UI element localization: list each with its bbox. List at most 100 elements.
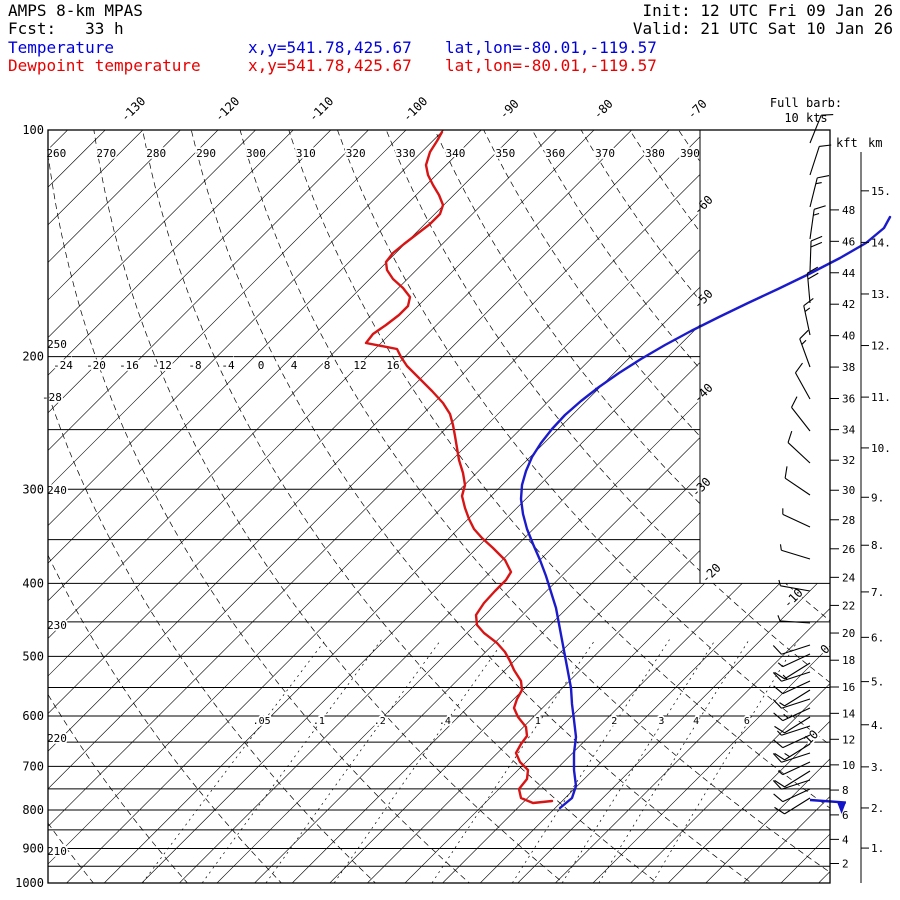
kft-tick-label: 10 (842, 759, 855, 772)
wind-barb (772, 698, 811, 709)
pressure-tick-label: 500 (22, 649, 44, 663)
mixing-ratio-label: 3 (658, 716, 664, 727)
wind-barb (774, 743, 811, 761)
init-time: Init: 12 UTC Fri 09 Jan 26 (642, 1, 893, 20)
kft-tick-label: 14 (842, 707, 856, 720)
theta-label: 270 (96, 147, 116, 160)
isotherm-line (48, 130, 520, 883)
theta-label: 280 (146, 147, 166, 160)
km-tick-label: 6. (871, 631, 884, 644)
theta-label: 370 (595, 147, 615, 160)
kft-tick-label: 6 (842, 809, 849, 822)
isotherm-label: -28 (42, 391, 62, 404)
isotherm-line (48, 130, 482, 883)
dry-adiabat-line (48, 130, 393, 883)
mixing-ratio-label: .05 (253, 716, 271, 727)
wind-barb (773, 788, 811, 803)
temp-scale-label: -20 (86, 359, 106, 372)
full-barb-legend-value: 10 kts (784, 111, 827, 125)
height-scales: kft km24681012141618202224262830323436384… (770, 96, 891, 883)
dry-adiabat-line (283, 130, 830, 883)
km-tick-label: 9. (871, 491, 884, 504)
wind-barb (777, 615, 811, 624)
isotherm-line (517, 130, 830, 883)
dewpoint-legend-label: Dewpoint temperature (8, 56, 201, 75)
km-tick-label: 11. (871, 391, 891, 404)
full-barb-legend-title: Full barb: (770, 96, 842, 110)
forecast-hour: Fcst: 33 h (8, 19, 124, 38)
plot-frame (47, 129, 831, 884)
isotherm-line (592, 130, 830, 883)
kft-tick-label: 46 (842, 235, 855, 248)
temp-scale-label: -8 (188, 359, 201, 372)
theta-label: 300 (246, 147, 266, 160)
kft-tick-label: 8 (842, 784, 849, 797)
isotherm-label: -110 (306, 94, 336, 124)
pressure-tick-label: 800 (22, 803, 44, 817)
isotherm-line (442, 130, 830, 883)
dry-adiabat-line (187, 130, 774, 883)
wind-barb (776, 725, 811, 736)
wind-barb (772, 671, 811, 682)
km-tick-label: 15. (871, 185, 891, 198)
mixing-ratio-line (333, 639, 505, 883)
dry-adiabat-line (48, 130, 107, 883)
wind-barb (773, 707, 811, 722)
theta-label: 340 (446, 147, 466, 160)
pressure-tick-label: 700 (22, 759, 44, 773)
pressure-tick-label: 200 (22, 350, 44, 364)
theta-label: 380 (645, 147, 665, 160)
pressure-tick-label: 1000 (15, 876, 44, 890)
isotherm-line (48, 130, 670, 883)
mixing-ratio-label: .1 (313, 716, 325, 727)
mixing-ratio-label: 6 (744, 716, 750, 727)
isotherm-line (667, 130, 830, 883)
temperature-legend-label: Temperature (8, 38, 114, 57)
wind-barb (772, 752, 811, 763)
theta-label: 220 (47, 732, 67, 745)
isotherm-line (555, 130, 830, 883)
isotherm-line (66, 130, 820, 883)
dry-adiabat-line (0, 113, 11, 899)
theta-label: 290 (196, 147, 216, 160)
model-title: AMPS 8-km MPAS (8, 1, 143, 20)
wind-barbs (772, 114, 846, 815)
km-tick-label: 7. (871, 586, 884, 599)
km-tick-label: 12. (871, 340, 891, 353)
dry-adiabat-line (475, 130, 830, 883)
wind-barb (774, 716, 811, 734)
temp-scale-label: 12 (353, 359, 366, 372)
wind-barb (809, 235, 823, 272)
dry-adiabat-line (523, 130, 830, 883)
wind-barb (773, 734, 811, 749)
temp-scale-label: 16 (386, 359, 399, 372)
kft-tick-label: 34 (842, 424, 856, 437)
temperature-curve (519, 215, 892, 810)
kft-tick-label: 24 (842, 571, 856, 584)
isotherm-line (48, 130, 256, 883)
wind-barb (806, 266, 819, 304)
km-tick-label: 8. (871, 539, 884, 552)
mixing-ratio-line (561, 639, 716, 883)
kft-tick-label: 12 (842, 733, 855, 746)
km-tick-label: 10. (871, 442, 891, 455)
pressure-lines (48, 129, 830, 884)
isotherm-line (479, 130, 830, 883)
temperature-latlon: lat,lon=-80.01,-119.57 (445, 38, 657, 57)
wind-barb (799, 329, 811, 368)
kft-tick-label: 48 (842, 204, 855, 217)
wind-barb (803, 297, 814, 336)
theta-label: 360 (545, 147, 565, 160)
kft-tick-label: 44 (842, 267, 856, 280)
mixing-ratio-label: 4 (693, 716, 699, 727)
background-grid (0, 113, 830, 899)
pressure-tick-label: 400 (22, 576, 44, 590)
mixing-ratio-label: .2 (374, 716, 386, 727)
isotherm-line (48, 130, 708, 883)
isotherm-label: -40 (691, 381, 716, 406)
mixing-ratio-label: 2 (611, 716, 617, 727)
kft-tick-label: 32 (842, 454, 855, 467)
wind-barb (773, 680, 811, 695)
isotherm-line (48, 130, 745, 883)
